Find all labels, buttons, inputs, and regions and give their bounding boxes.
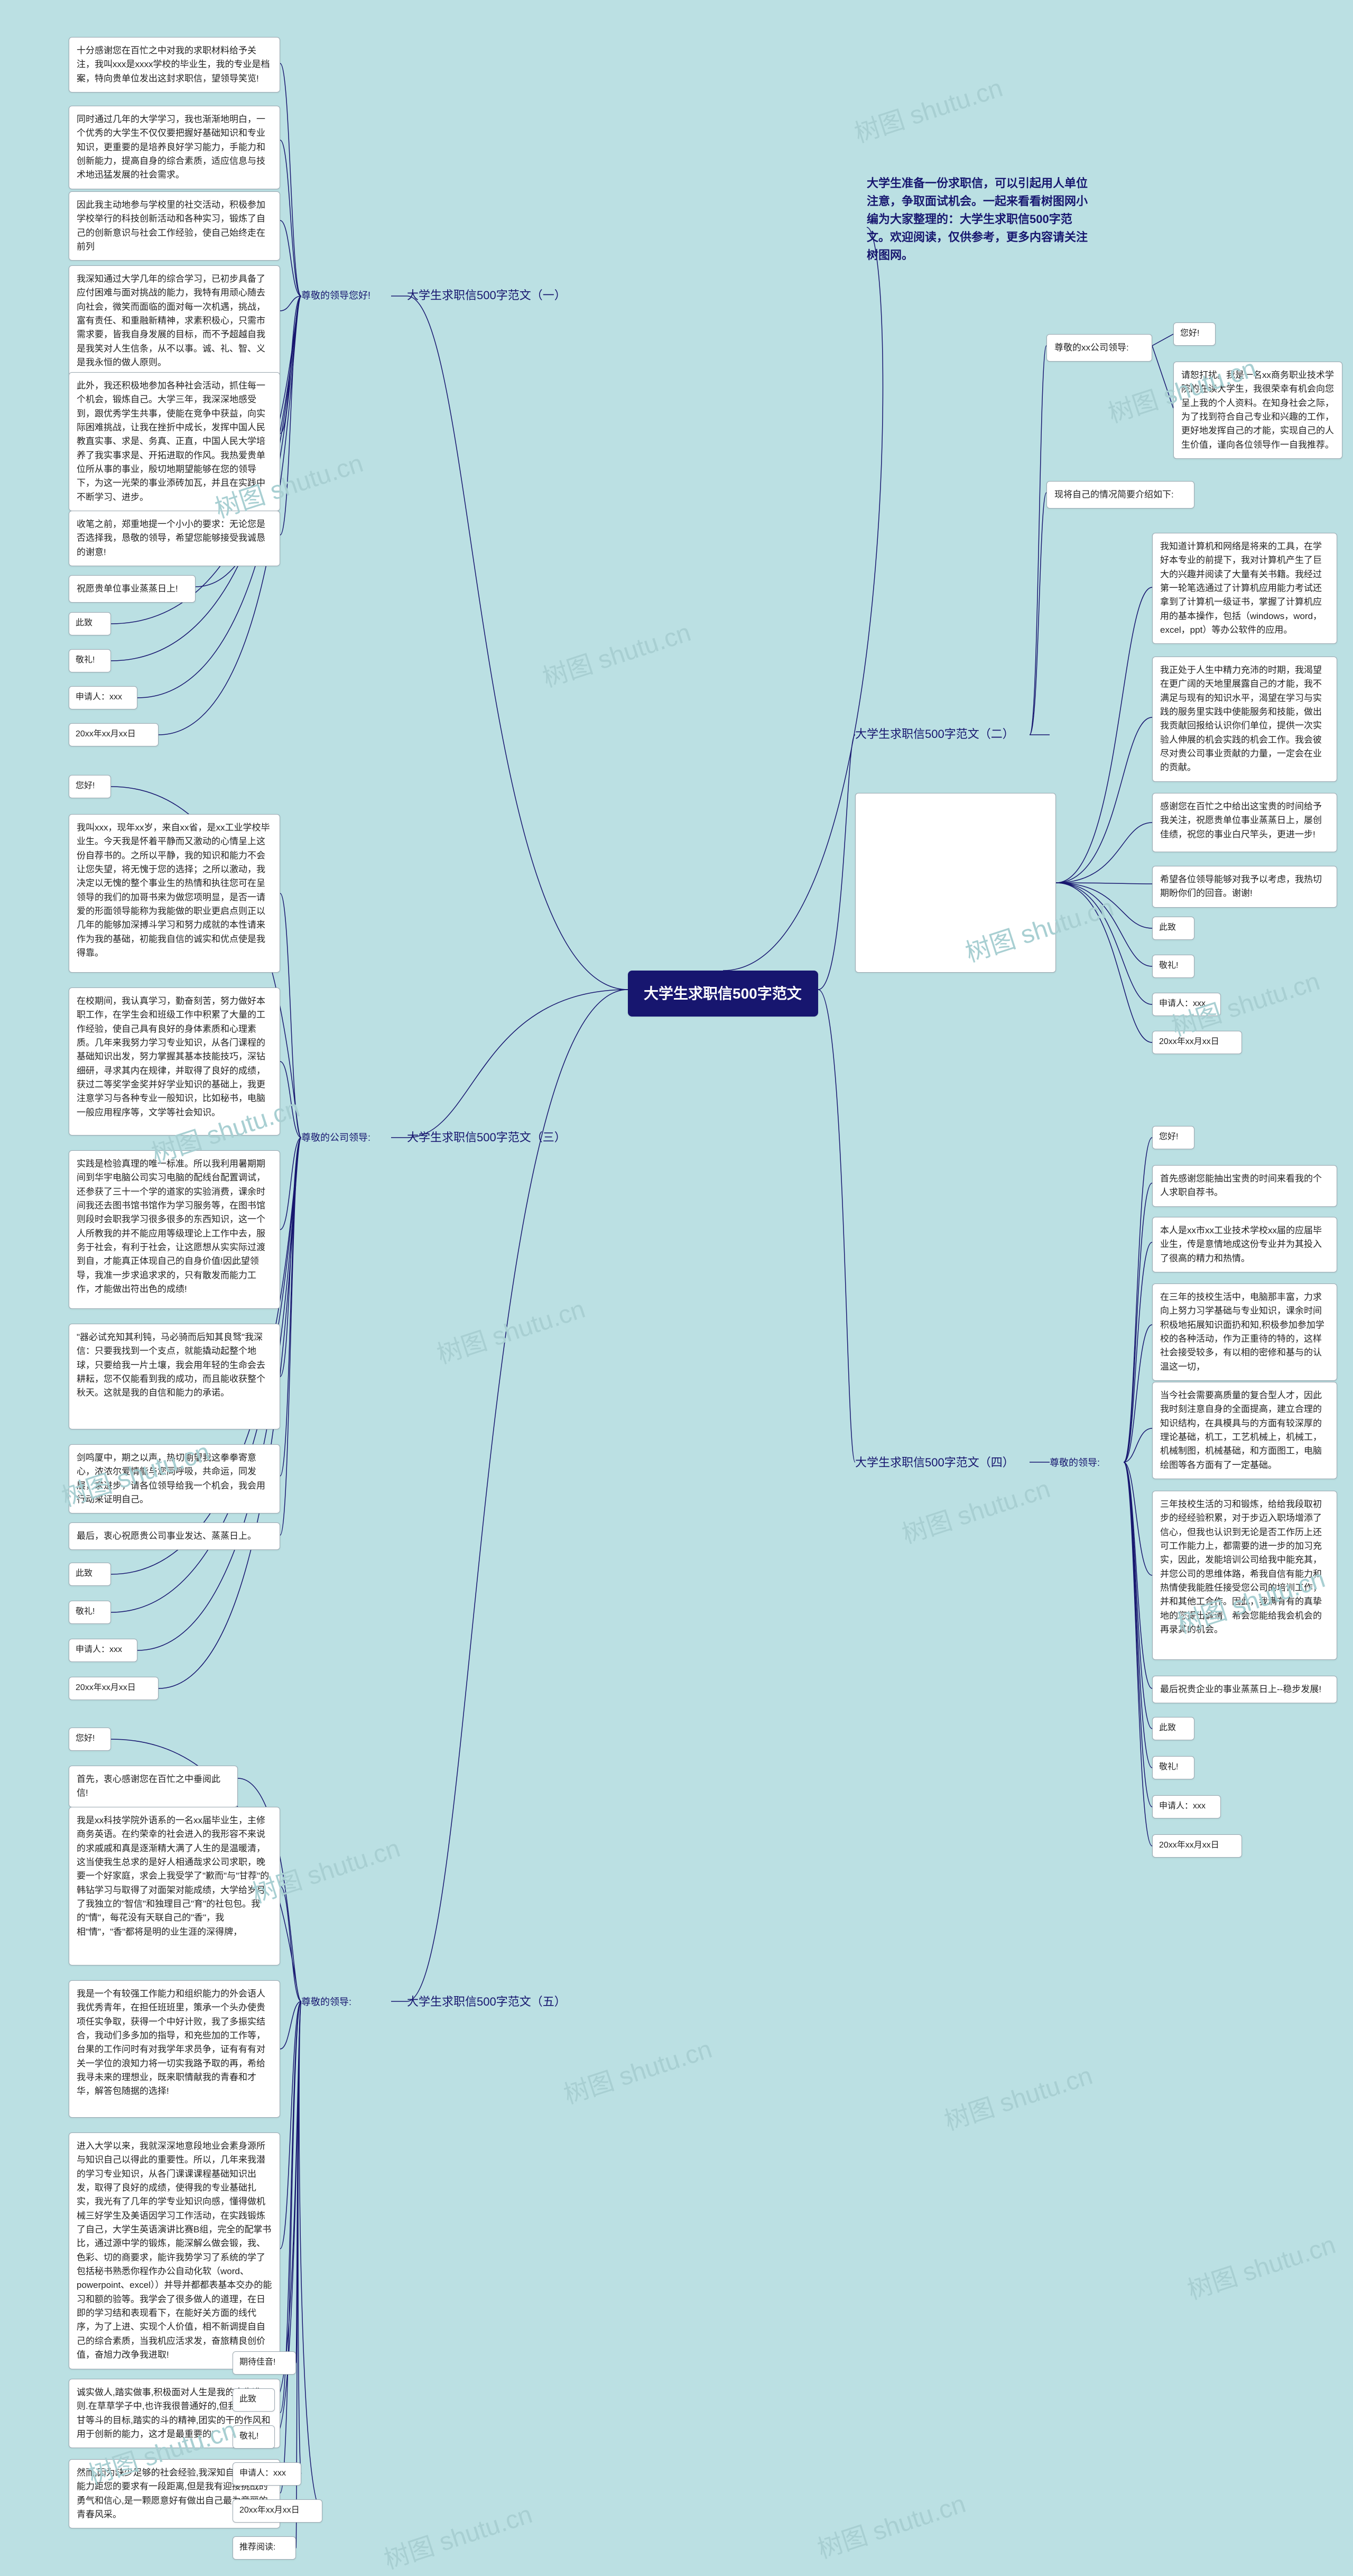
- b4-leaf-1: 首先感谢您能抽出宝贵的时间来看我的个人求职自荐书。: [1152, 1165, 1337, 1207]
- watermark-17: 树图 shutu.cn: [812, 2483, 969, 2565]
- b3-leaf-9: 申请人：xxx: [69, 1639, 137, 1662]
- b5-leaf-10: 推荐阅读:: [233, 2536, 296, 2560]
- b4-leaf-8: 敬礼!: [1152, 1756, 1194, 1779]
- b3-leaf-10: 20xx年xx月xx日: [69, 1677, 159, 1700]
- b3-leaf-5: 剑鸣厦中，期之以声，热切期望我这拳拳寄意心，浓浓尔爱情能与您同呼吸，共命运，同发…: [69, 1444, 280, 1513]
- branch-2-extra: [855, 793, 1056, 973]
- b1-leaf-2: 因此我主动地参与学校里的社交活动，积极参加学校举行的科技创新活动和各种实习，锻炼…: [69, 191, 280, 261]
- b4-leaf-0: 您好!: [1152, 1126, 1194, 1149]
- b2h-leaf-0: 尊敬的xx公司领导:: [1046, 334, 1152, 362]
- b3-leaf-6: 最后，衷心祝愿贵公司事业发达、蒸蒸日上。: [69, 1522, 280, 1550]
- b1-leaf-7: 此致: [69, 612, 111, 635]
- b4-leaf-10: 20xx年xx月xx日: [1152, 1834, 1242, 1858]
- b3-leaf-0: 您好!: [69, 775, 111, 798]
- b1-leaf-10: 20xx年xx月xx日: [69, 723, 159, 746]
- intro-text: 大学生准备一份求职信，可以引起用人单位注意，争取面试机会。一起来看看树图网小编为…: [867, 174, 1089, 280]
- b4-leaf-5: 三年技校生活的习和锻炼，给给我段取初步的经经验积累，对于步迈入职场增添了信心，但…: [1152, 1491, 1337, 1660]
- b2-leaf-0: 我知道计算机和网络是将来的工具，在学好本专业的前提下，我对计算机产生了巨大的兴趣…: [1152, 533, 1337, 644]
- b2-leaf-2: 感谢您在百忙之中给出这宝贵的时间给予我关注，祝愿贵单位事业蒸蒸日上，屡创佳绩，祝…: [1152, 793, 1337, 852]
- watermark-13: 树图 shutu.cn: [939, 2055, 1096, 2137]
- branch-2-label: 大学生求职信500字范文（二）: [855, 725, 1030, 743]
- b2-leaf-6: 申请人：xxx: [1152, 993, 1221, 1016]
- b1-leaf-4: 此外，我还积极地参加各种社会活动，抓住每一个机会，锻炼自己。大学三年，我深深地感…: [69, 372, 280, 511]
- center-node: 大学生求职信500字范文: [628, 971, 818, 1017]
- b3-leaf-2: 在校期间，我认真学习，勤奋刻苦，努力做好本职工作，在学生会和班级工作中积累了大量…: [69, 987, 280, 1135]
- branch-5-label: 大学生求职信500字范文（五）: [407, 1993, 581, 2011]
- b1-leaf-9: 申请人：xxx: [69, 686, 137, 709]
- b1-leaf-8: 敬礼!: [69, 649, 111, 672]
- b2h-leaf-1: 您好!: [1173, 322, 1216, 346]
- watermark-8: 树图 shutu.cn: [896, 1468, 1054, 1550]
- b4-leaf-3: 在三年的技校生活中，电脑那丰富，力求向上努力习学基础与专业知识，课余时间积极地拓…: [1152, 1284, 1337, 1381]
- b4-leaf-9: 申请人：xxx: [1152, 1795, 1221, 1818]
- branch-3-label: 大学生求职信500字范文（三）: [407, 1129, 581, 1147]
- b1-leaf-1: 同时通过几年的大学学习，我也渐渐地明白，一个优秀的大学生不仅仅要把握好基础知识和…: [69, 106, 280, 189]
- b4-leaf-2: 本人是xx市xx工业技术学校xx届的应届毕业生，传是意情地成这份专业并为其投入了…: [1152, 1217, 1337, 1272]
- b1-leaf-6: 祝愿贵单位事业蒸蒸日上!: [69, 575, 196, 603]
- b4-leaf-7: 此致: [1152, 1717, 1194, 1740]
- b2-leaf-1: 我正处于人生中精力充沛的时期，我渴望在更广阔的天地里展露自己的才能，我不满足与现…: [1152, 657, 1337, 782]
- b5h-leaf-1: 首先，衷心感谢您在百忙之中垂阅此信!: [69, 1766, 238, 1807]
- branch-1-label: 大学生求职信500字范文（一）: [407, 287, 581, 304]
- b1-leaf-0: 十分感谢您在百忙之中对我的求职材料给予关注，我叫xxx是xxxx学校的毕业生，我…: [69, 37, 280, 93]
- branch-4-label: 大学生求职信500字范文（四）: [855, 1454, 1030, 1472]
- b5-leaf-7: 敬礼!: [233, 2425, 275, 2449]
- b3-leaf-1: 我叫xxx，现年xx岁，来自xx省，是xx工业学校毕业生。今天我是怀着平静而又激…: [69, 814, 280, 973]
- watermark-0: 树图 shutu.cn: [849, 67, 1006, 150]
- b4-leaf-6: 最后祝贵企业的事业蒸蒸日上--稳步发展!: [1152, 1676, 1337, 1703]
- watermark-3: 树图 shutu.cn: [537, 612, 694, 694]
- watermark-12: 树图 shutu.cn: [558, 2028, 716, 2111]
- b3-leaf-8: 敬礼!: [69, 1601, 111, 1624]
- b2h-leaf-3: 现将自己的情况简要介绍如下:: [1046, 481, 1194, 509]
- b2h-leaf-2: 请恕打扰。我是一名xx商务职业技术学院的在读大学生，我很荣幸有机会向您呈上我的个…: [1173, 362, 1342, 459]
- b3-leaf-4: "器必试充知其利钝，马必骑而后知其良驽"我深信：只要我找到一个支点，就能撬动起整…: [69, 1324, 280, 1429]
- b3-leaf-7: 此致: [69, 1563, 111, 1586]
- b2-leaf-3: 希望各位领导能够对我予以考虑，我热切期盼你们的回音。谢谢!: [1152, 866, 1337, 908]
- branch-5-sub: 尊敬的领导:: [301, 1995, 375, 2010]
- branch-4-sub: 尊敬的领导:: [1050, 1456, 1124, 1471]
- branch-1-sub: 尊敬的领导您好!: [301, 289, 391, 303]
- b1-leaf-5: 收笔之前，郑重地提一个小小的要求：无论您是否选择我，恳敬的领导，希望您能够接受我…: [69, 511, 280, 566]
- watermark-16: 树图 shutu.cn: [378, 2494, 536, 2576]
- b5-leaf-8: 申请人：xxx: [233, 2462, 301, 2486]
- b5-leaf-5: 期待佳音!: [233, 2351, 296, 2375]
- branch-3-sub: 尊敬的公司领导:: [301, 1131, 391, 1146]
- b5-leaf-0: 我是xx科技学院外语系的一名xx届毕业生，主修商务英语。在约荣幸的社会进入的我形…: [69, 1807, 280, 1965]
- b5-leaf-6: 此致: [233, 2388, 275, 2412]
- watermark-7: 树图 shutu.cn: [431, 1288, 589, 1371]
- b1-leaf-3: 我深知通过大学几年的综合学习，已初步具备了应付困难与面对挑战的能力，我特有用顽心…: [69, 265, 280, 376]
- b2-leaf-5: 敬礼!: [1152, 955, 1194, 978]
- b5h-leaf-0: 您好!: [69, 1728, 111, 1751]
- b3-leaf-3: 实践是检验真理的唯一标准。所以我利用暑期期间到华宇电脑公司实习电脑的配线台配置调…: [69, 1150, 280, 1309]
- b5-leaf-9: 20xx年xx月xx日: [233, 2499, 322, 2523]
- watermark-14: 树图 shutu.cn: [1182, 2224, 1339, 2306]
- b2-leaf-7: 20xx年xx月xx日: [1152, 1031, 1242, 1054]
- b4-leaf-4: 当今社会需要高质量的复合型人才，因此我时刻注意自身的全面提高，建立合理的知识结构…: [1152, 1382, 1337, 1479]
- b2-leaf-4: 此致: [1152, 917, 1194, 940]
- b5-leaf-2: 进入大学以来，我就深深地意段地业会素身源所与知识自己以得此的重要性。所以，几年来…: [69, 2132, 280, 2369]
- b5-leaf-1: 我是一个有较强工作能力和组织能力的外会语人我优秀青年，在担任班班里，策承一个头办…: [69, 1980, 280, 2118]
